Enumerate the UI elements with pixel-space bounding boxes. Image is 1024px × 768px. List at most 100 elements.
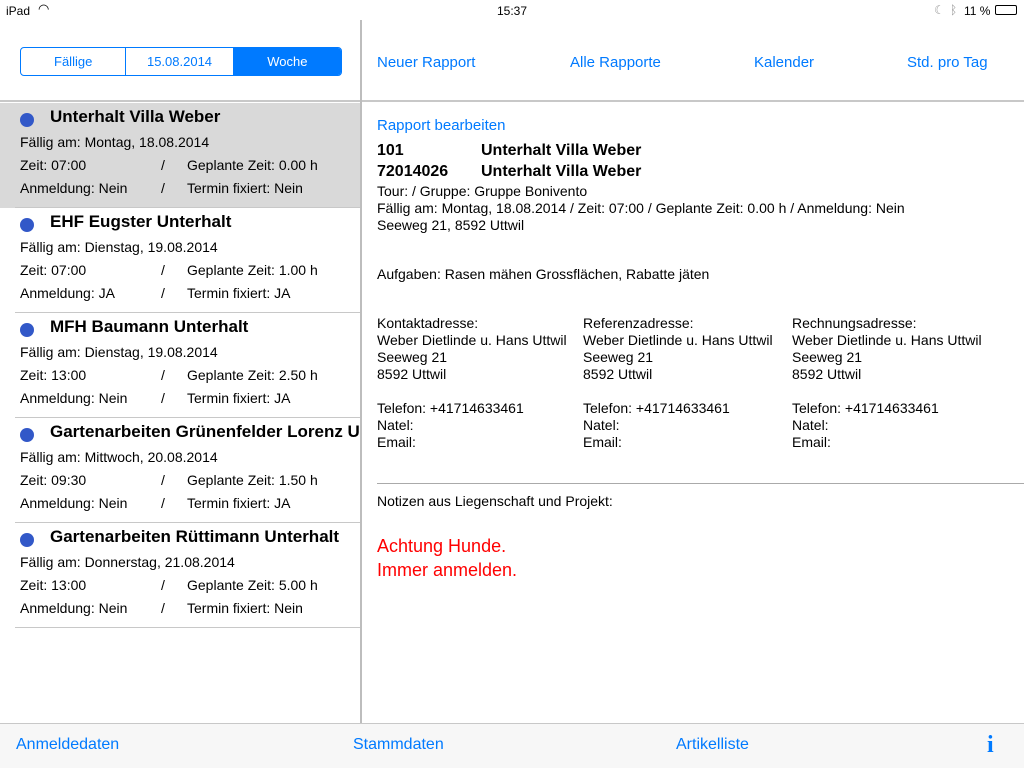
item-planned: Geplante Zeit: 1.00 h <box>187 262 318 278</box>
address-heading: Referenzadresse: <box>583 315 694 331</box>
bottom-toolbar: Anmeldedaten Stammdaten Artikelliste i <box>0 723 1024 768</box>
list-item[interactable]: EHF Eugster Unterhalt Fällig am: Diensta… <box>0 208 361 313</box>
project-number: 72014026 <box>377 163 449 180</box>
item-due: Fällig am: Donnerstag, 21.08.2014 <box>20 554 235 570</box>
filter-segmented-control[interactable]: Fällige 15.08.2014 Woche <box>20 47 342 76</box>
notes-label: Notizen aus Liegenschaft und Projekt: <box>377 493 613 509</box>
address-street: Seeweg 21 <box>583 349 654 365</box>
list-item[interactable]: Gartenarbeiten Rüttimann Unterhalt Fälli… <box>0 523 361 628</box>
item-divider <box>15 627 361 628</box>
moon-icon: ☾ <box>934 3 945 17</box>
item-divider <box>15 522 361 523</box>
address-name: Weber Dietlinde u. Hans Uttwil <box>792 332 982 348</box>
list-item[interactable]: Unterhalt Villa Weber Fällig am: Montag,… <box>0 103 361 208</box>
artikelliste-button[interactable]: Artikelliste <box>676 736 749 753</box>
item-fixed: Termin fixiert: JA <box>187 285 291 301</box>
item-title: MFH Baumann Unterhalt <box>50 317 249 336</box>
calendar-button[interactable]: Kalender <box>754 54 815 71</box>
address-city: 8592 Uttwil <box>583 366 653 382</box>
item-time: Zeit: 13:00 <box>20 577 87 593</box>
segment-woche[interactable]: Woche <box>233 48 341 75</box>
anmeldedaten-button[interactable]: Anmeldedaten <box>16 736 120 753</box>
status-dot-icon <box>20 218 34 232</box>
item-title: Gartenarbeiten Rüttimann Unterhalt <box>50 527 340 546</box>
item-separator: / <box>161 600 165 616</box>
segment-faellige[interactable]: Fällige <box>21 48 127 75</box>
item-time: Zeit: 07:00 <box>20 262 87 278</box>
list-item[interactable]: Gartenarbeiten Grünenfelder Lorenz Unter… <box>0 418 361 523</box>
report-list-pane: Fällige 15.08.2014 Woche <box>0 20 361 723</box>
edit-report-link[interactable]: Rapport bearbeiten <box>377 117 506 134</box>
item-separator: / <box>161 285 165 301</box>
item-separator: / <box>161 180 165 196</box>
item-separator: / <box>161 472 165 488</box>
new-report-button[interactable]: Neuer Rapport <box>377 54 476 71</box>
item-registration: Anmeldung: Nein <box>20 495 128 511</box>
address-phone[interactable]: Telefon: +41714633461 <box>377 400 524 416</box>
status-dot-icon <box>20 428 34 442</box>
pane-divider <box>360 20 362 723</box>
item-divider <box>15 312 361 313</box>
info-icon[interactable]: i <box>987 732 994 758</box>
item-time: Zeit: 09:30 <box>20 472 87 488</box>
address-phone[interactable]: Telefon: +41714633461 <box>583 400 730 416</box>
item-registration: Anmeldung: Nein <box>20 390 128 406</box>
address-email[interactable]: Email: <box>583 434 622 450</box>
item-due: Fällig am: Dienstag, 19.08.2014 <box>20 344 218 360</box>
hours-per-day-button[interactable]: Std. pro Tag <box>907 54 988 71</box>
item-due: Fällig am: Mittwoch, 20.08.2014 <box>20 449 218 465</box>
item-title: EHF Eugster Unterhalt <box>50 212 232 231</box>
item-registration: Anmeldung: Nein <box>20 180 128 196</box>
address-street: Seeweg 21 <box>377 349 448 365</box>
header-divider <box>0 100 1024 102</box>
battery-icon <box>995 5 1017 15</box>
item-separator: / <box>161 262 165 278</box>
report-number: 101 <box>377 142 404 159</box>
address-street: Seeweg 21 <box>792 349 863 365</box>
status-bar: iPad ◠ 15:37 ☾ ᛒ 11 % <box>0 0 1024 20</box>
status-dot-icon <box>20 323 34 337</box>
note-line: Achtung Hunde. <box>377 536 507 556</box>
address-name: Weber Dietlinde u. Hans Uttwil <box>377 332 567 348</box>
item-fixed: Termin fixiert: JA <box>187 390 291 406</box>
item-time: Zeit: 07:00 <box>20 157 87 173</box>
site-address: Seeweg 21, 8592 Uttwil <box>377 217 525 233</box>
battery-percent: 11 % <box>964 4 991 18</box>
item-planned: Geplante Zeit: 5.00 h <box>187 577 318 593</box>
item-divider <box>15 417 361 418</box>
address-email[interactable]: Email: <box>792 434 831 450</box>
address-phone[interactable]: Telefon: +41714633461 <box>792 400 939 416</box>
item-separator: / <box>161 495 165 511</box>
address-natel: Natel: <box>792 417 829 433</box>
report-title: Unterhalt Villa Weber <box>481 142 642 159</box>
address-email[interactable]: Email: <box>377 434 416 450</box>
address-natel: Natel: <box>377 417 414 433</box>
item-registration: Anmeldung: Nein <box>20 600 128 616</box>
status-dot-icon <box>20 113 34 127</box>
item-registration: Anmeldung: JA <box>20 285 115 301</box>
item-title: Unterhalt Villa Weber <box>50 107 221 126</box>
item-fixed: Termin fixiert: Nein <box>187 600 303 616</box>
item-fixed: Termin fixiert: Nein <box>187 180 303 196</box>
address-natel: Natel: <box>583 417 620 433</box>
note-line: Immer anmelden. <box>377 560 518 580</box>
item-planned: Geplante Zeit: 1.50 h <box>187 472 318 488</box>
address-city: 8592 Uttwil <box>377 366 447 382</box>
all-reports-button[interactable]: Alle Rapporte <box>570 54 661 71</box>
item-separator: / <box>161 577 165 593</box>
item-planned: Geplante Zeit: 2.50 h <box>187 367 318 383</box>
bluetooth-icon: ᛒ <box>950 3 958 17</box>
list-item[interactable]: MFH Baumann Unterhalt Fällig am: Diensta… <box>0 313 361 418</box>
stammdaten-button[interactable]: Stammdaten <box>353 736 444 753</box>
item-planned: Geplante Zeit: 0.00 h <box>187 157 318 173</box>
item-title: Gartenarbeiten Grünenfelder Lorenz Unter… <box>50 422 361 441</box>
device-label: iPad <box>6 4 31 18</box>
item-fixed: Termin fixiert: JA <box>187 495 291 511</box>
segment-date[interactable]: 15.08.2014 <box>126 48 234 75</box>
item-separator: / <box>161 157 165 173</box>
item-separator: / <box>161 390 165 406</box>
project-title: Unterhalt Villa Weber <box>481 163 642 180</box>
address-heading: Kontaktadresse: <box>377 315 479 331</box>
item-due: Fällig am: Montag, 18.08.2014 <box>20 134 210 150</box>
address-heading: Rechnungsadresse: <box>792 315 917 331</box>
